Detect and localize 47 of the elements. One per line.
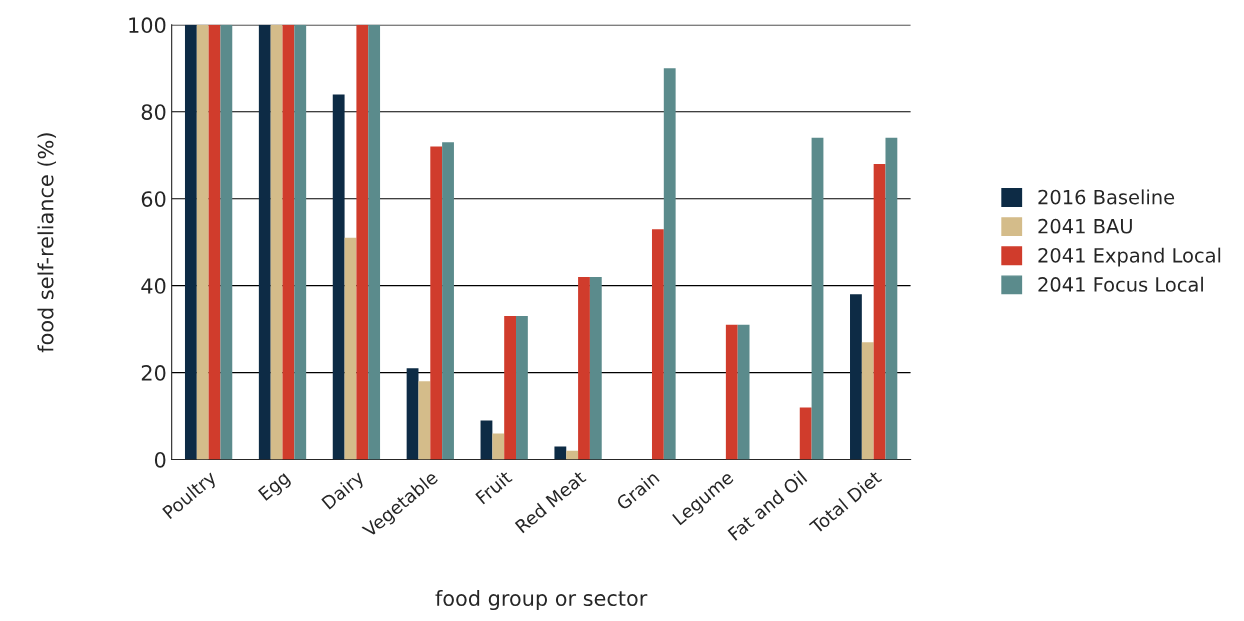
legend-label: 2016 Baseline (1038, 189, 1175, 205)
bar (873, 163, 886, 460)
bar (442, 142, 454, 460)
x-tick-label: Egg (257, 470, 293, 504)
bar (282, 24, 295, 460)
bar (196, 24, 209, 460)
bar (480, 420, 493, 460)
bar (885, 137, 898, 460)
x-axis-title: food group or sector (435, 589, 648, 611)
y-tick-label: 20 (141, 365, 166, 381)
y-tick-label: 100 (129, 17, 166, 34)
bar (799, 407, 812, 460)
y-tick-label: 0 (154, 451, 166, 468)
bar (861, 342, 874, 460)
bar (208, 24, 221, 460)
y-tick-label: 80 (141, 104, 166, 120)
bar (663, 68, 676, 460)
bar (220, 24, 233, 460)
bar (258, 24, 271, 460)
legend-label: 2041 Expand Local (1038, 247, 1221, 267)
bar (578, 276, 590, 460)
y-tick-label: 40 (141, 278, 166, 294)
bar (589, 276, 602, 460)
bar (554, 446, 567, 460)
bar (294, 24, 307, 460)
bar (725, 324, 738, 460)
bar (566, 450, 579, 460)
bar (737, 324, 750, 460)
bar (418, 381, 431, 460)
bar (184, 24, 197, 460)
bar (492, 433, 505, 460)
bar (430, 146, 443, 460)
bar (332, 94, 345, 460)
bar (356, 24, 369, 460)
legend-label: 2041 BAU (1038, 218, 1132, 234)
bar (504, 316, 517, 460)
bar (270, 24, 283, 460)
bar (516, 316, 528, 460)
bar (344, 237, 357, 460)
bar (406, 368, 419, 460)
bar (651, 229, 664, 460)
y-axis-title: food self-reliance (%) (37, 133, 57, 353)
y-tick-label: 60 (141, 191, 166, 207)
bar (850, 294, 862, 460)
bar (811, 137, 824, 460)
legend-label: 2041 Focus Local (1038, 276, 1203, 292)
bar (368, 24, 381, 460)
